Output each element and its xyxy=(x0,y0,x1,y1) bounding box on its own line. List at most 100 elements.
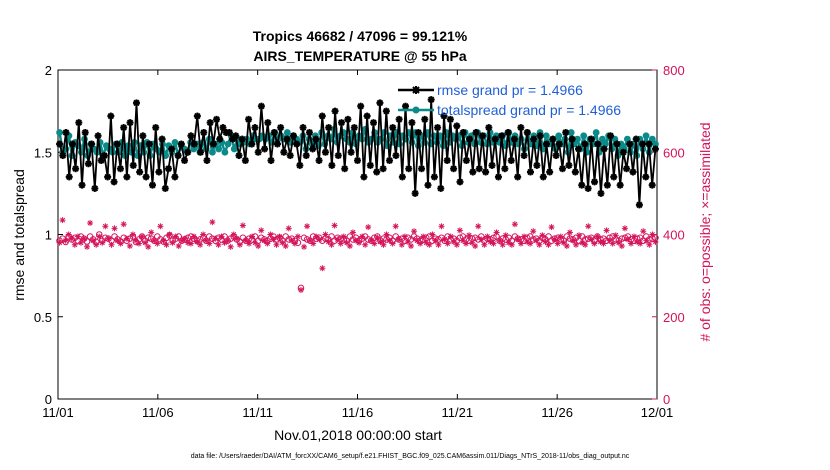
rmse-point xyxy=(648,181,656,189)
obs-assimilated-point xyxy=(297,287,304,294)
rmse-point xyxy=(350,124,358,132)
obs-assimilated-point xyxy=(490,240,497,247)
obs-assimilated-point xyxy=(374,234,381,241)
obs-assimilated-point xyxy=(478,236,485,243)
rmse-point xyxy=(145,140,153,148)
rmse-point xyxy=(578,181,586,189)
x-tick-label: 11/26 xyxy=(541,405,573,420)
obs-assimilated-point xyxy=(530,228,537,235)
totalspread-point xyxy=(592,129,600,136)
rmse-point xyxy=(88,140,96,148)
obs-assimilated-point xyxy=(502,232,509,239)
rmse-point xyxy=(152,124,160,132)
obs-assimilated-point xyxy=(74,233,81,240)
obs-assimilated-point xyxy=(646,241,653,248)
rmse-point xyxy=(171,173,179,181)
rmse-point xyxy=(430,173,438,181)
obs-assimilated-point xyxy=(145,243,152,250)
totalspread-point xyxy=(421,138,428,146)
x-tick-label: 11/21 xyxy=(442,405,474,420)
obs-assimilated-point xyxy=(166,231,173,238)
rmse-point xyxy=(91,184,99,192)
obs-assimilated-point xyxy=(411,228,418,235)
rmse-point xyxy=(65,173,73,181)
y-axis-label: rmse and totalspread xyxy=(11,169,27,301)
rmse-point xyxy=(603,181,611,189)
obs-possible-point xyxy=(545,233,552,240)
obs-count-series xyxy=(56,217,659,294)
rmse-point xyxy=(213,115,221,123)
rmse-point xyxy=(373,168,381,176)
rmse-point xyxy=(382,107,390,115)
totalspread-point xyxy=(171,138,179,146)
rmse-point xyxy=(296,161,304,169)
rmse-point xyxy=(216,135,224,143)
obs-assimilated-point xyxy=(566,229,573,236)
rmse-point xyxy=(334,152,342,160)
obs-assimilated-point xyxy=(340,233,347,240)
obs-assimilated-point xyxy=(291,240,298,247)
rmse-point xyxy=(568,135,576,143)
obs-assimilated-point xyxy=(496,237,503,244)
rmse-point xyxy=(623,165,631,173)
rmse-point xyxy=(446,115,454,123)
rmse-point xyxy=(542,140,550,148)
x-tick-label: 11/11 xyxy=(242,405,273,420)
rmse-point xyxy=(209,140,217,148)
obs-assimilated-point xyxy=(576,232,583,239)
y-tick-label: 2 xyxy=(45,63,52,78)
obs-assimilated-point xyxy=(227,243,234,250)
rmse-point xyxy=(104,173,112,181)
totalspread-point xyxy=(209,148,216,156)
rmse-point xyxy=(110,178,118,186)
obs-assimilated-point xyxy=(276,233,283,240)
obs-assimilated-point xyxy=(206,240,213,247)
rmse-point xyxy=(305,129,313,137)
rmse-point xyxy=(392,152,400,160)
rmse-point xyxy=(132,99,140,107)
obs-assimilated-point xyxy=(175,243,182,250)
rmse-point xyxy=(584,184,592,192)
rmse-point xyxy=(501,165,509,173)
rmse-series xyxy=(56,96,659,209)
y-tick-label: 0 xyxy=(45,392,52,407)
obs-assimilated-point xyxy=(600,240,607,247)
obs-assimilated-point xyxy=(389,240,396,247)
rmse-point xyxy=(312,135,320,143)
rmse-point xyxy=(395,115,403,123)
rmse-point xyxy=(482,168,490,176)
rmse-point xyxy=(366,161,374,169)
obs-assimilated-point xyxy=(462,240,469,247)
obs-assimilated-point xyxy=(573,241,580,248)
obs-assimilated-point xyxy=(239,222,246,229)
obs-assimilated-point xyxy=(212,235,219,242)
rmse-point xyxy=(645,140,653,148)
rmse-point xyxy=(245,115,253,123)
obs-assimilated-point xyxy=(288,237,295,244)
obs-assimilated-point xyxy=(105,235,112,242)
rmse-point xyxy=(575,145,583,153)
obs-assimilated-point xyxy=(255,243,262,250)
rmse-point xyxy=(261,145,269,153)
obs-assimilated-point xyxy=(481,241,488,248)
obs-assimilated-point xyxy=(569,237,576,244)
rmse-point xyxy=(174,152,182,160)
rmse-point xyxy=(68,140,76,148)
obs-assimilated-point xyxy=(499,241,506,248)
obs-assimilated-point xyxy=(84,243,91,250)
obs-assimilated-point xyxy=(456,227,463,234)
obs-assimilated-point xyxy=(432,237,439,244)
x-tick-label: 11/06 xyxy=(142,405,174,420)
chart-title: Tropics 46682 / 47096 = 99.121% xyxy=(253,28,468,44)
y-tick-label-right: 400 xyxy=(663,228,685,243)
rmse-point xyxy=(165,165,173,173)
obs-assimilated-point xyxy=(197,241,204,248)
obs-assimilated-point xyxy=(545,241,552,248)
rmse-point xyxy=(533,161,541,169)
obs-assimilated-point xyxy=(365,224,372,231)
rmse-point xyxy=(440,112,448,120)
rmse-point xyxy=(225,129,233,137)
obs-assimilated-point xyxy=(640,228,647,235)
obs-assimilated-point xyxy=(319,265,326,272)
